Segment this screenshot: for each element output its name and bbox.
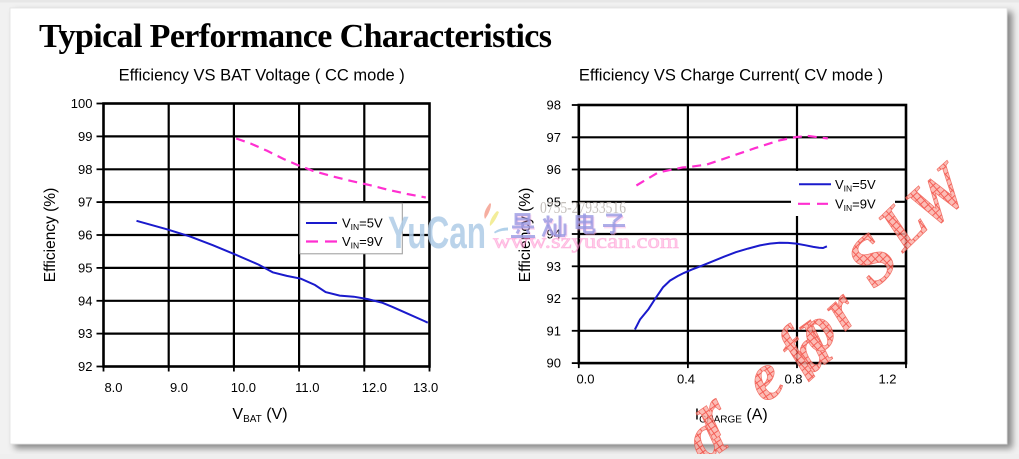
svg-text:0.4: 0.4 [677,372,695,387]
svg-text:97: 97 [78,195,92,210]
svg-text:99: 99 [78,129,92,144]
svg-text:96: 96 [78,228,92,243]
svg-text:90: 90 [547,356,561,371]
svg-text:93: 93 [547,259,561,274]
svg-text:Efficiency (%): Efficiency (%) [42,188,59,282]
svg-text:98: 98 [547,98,561,113]
svg-text:13.0: 13.0 [413,380,438,395]
svg-text:Efficiency VS BAT Voltage ( CC: Efficiency VS BAT Voltage ( CC mode ) [119,67,405,85]
svg-text:92: 92 [547,291,561,306]
svg-text:11.0: 11.0 [295,380,319,395]
svg-text:0.8: 0.8 [784,372,802,387]
svg-text:Typical Performance Characteri: Typical Performance Characteristics [39,18,552,55]
svg-text:VIN=9V: VIN=9V [342,234,383,251]
svg-text:12.0: 12.0 [362,380,387,395]
svg-text:VIN=5V: VIN=5V [342,216,383,233]
svg-text:www.szyucan.com: www.szyucan.com [493,231,680,253]
svg-text:VIN=5V: VIN=5V [835,177,876,194]
svg-text:91: 91 [547,323,561,338]
svg-text:92: 92 [78,359,92,374]
svg-text:94: 94 [78,293,92,308]
svg-text:97: 97 [547,130,561,145]
svg-text:100: 100 [71,96,93,111]
svg-text:YuCan: YuCan [388,207,486,258]
svg-text:98: 98 [78,162,92,177]
svg-text:1.2: 1.2 [878,372,896,387]
svg-text:8.0: 8.0 [104,380,122,395]
svg-text:10.0: 10.0 [231,380,256,395]
svg-text:Efficiency (%): Efficiency (%) [517,188,534,282]
svg-text:96: 96 [547,162,561,177]
svg-text:95: 95 [547,194,561,209]
svg-text:Efficiency VS Charge Current(: Efficiency VS Charge Current( CV mode ) [579,67,883,85]
svg-text:93: 93 [78,326,92,341]
svg-text:0.0: 0.0 [576,372,594,387]
svg-text:95: 95 [78,260,92,275]
svg-text:0755-27933516: 0755-27933516 [540,198,626,217]
svg-text:9.0: 9.0 [170,380,188,395]
